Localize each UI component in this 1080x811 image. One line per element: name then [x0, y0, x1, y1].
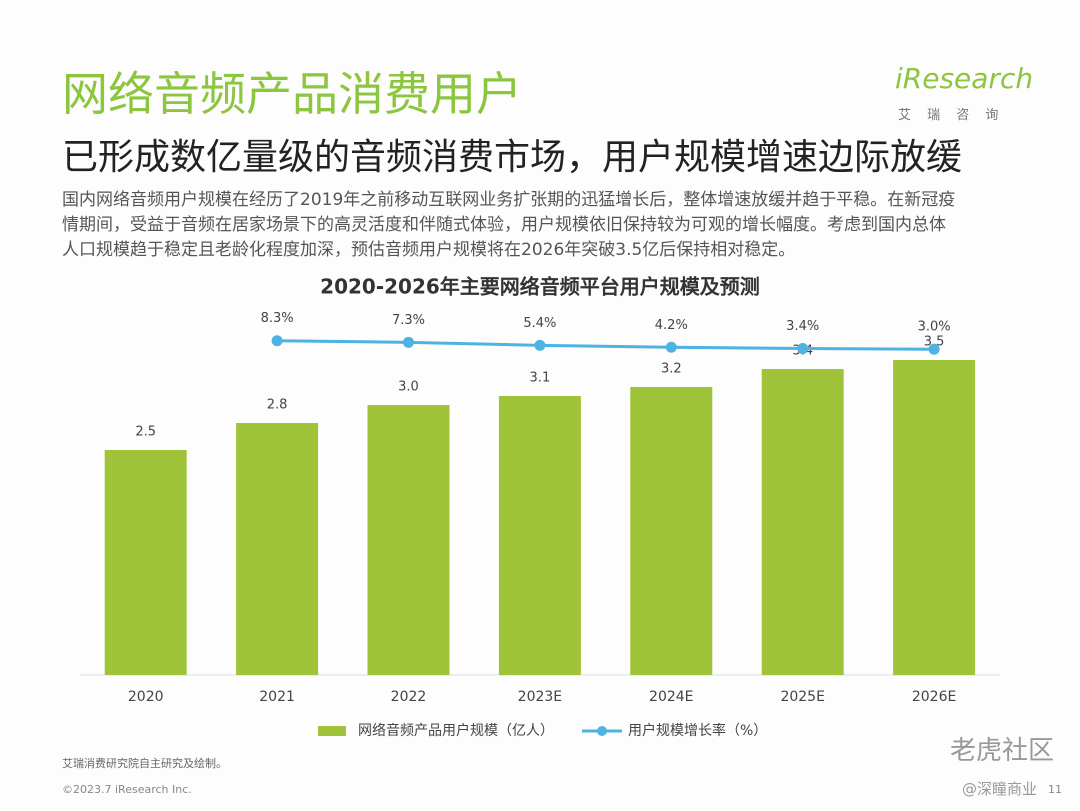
bar [104, 450, 187, 675]
data-label: 3.2 [661, 362, 682, 377]
paragraph-line: 情期间，受益于音频在居家场景下的高灵活度和伴随式体验，用户规模依旧保持较为可观的… [62, 215, 946, 235]
legend-swatch [597, 726, 607, 736]
data-label: 3.4% [786, 319, 819, 334]
paragraph: 国内网络音频用户规模在经历了2019年之前移动互联网业务扩张期的迅猛增长后，整体… [62, 188, 955, 263]
bar [498, 396, 581, 675]
data-label: 2.8 [267, 398, 288, 413]
x-tick-label: 2022 [391, 689, 427, 705]
bar [630, 387, 713, 675]
growth-point [928, 343, 940, 355]
data-label: 7.3% [392, 313, 425, 328]
page-number: 11 [1048, 783, 1062, 796]
subtitle: 已形成数亿量级的音频消费市场，用户规模增速边际放缓 [62, 137, 963, 178]
x-tick-label: 2026E [912, 689, 956, 705]
growth-point [665, 341, 677, 353]
growth-point [797, 343, 809, 355]
data-label: 3.0% [918, 320, 951, 335]
growth-point [403, 336, 414, 348]
title: 网络音频产品消费用户 [62, 67, 522, 121]
x-tick-label: 2021 [259, 689, 295, 705]
bar [236, 423, 319, 675]
chart-title: 2020-2026年主要网络音频平台用户规模及预测 [320, 275, 760, 299]
paragraph-line: 国内网络音频用户规模在经历了2019年之前移动互联网业务扩张期的迅猛增长后，整体… [62, 190, 956, 210]
x-tick-label: 2025E [780, 689, 824, 705]
data-label: 4.2% [655, 318, 688, 333]
source: 艾瑞消费研究院自主研究及绘制。 [62, 757, 227, 770]
x-tick-label: 2023E [518, 689, 562, 705]
data-label: 3.0 [398, 380, 419, 395]
paragraph-line: 人口规模趋于稳定且老龄化程度加深，预估音频用户规模将在2026年突破3.5亿后保… [62, 240, 796, 260]
data-label: 5.4% [523, 316, 556, 331]
legend-label: 用户规模增长率（%） [628, 722, 767, 739]
data-label: 8.3% [261, 311, 294, 326]
legend-swatch [318, 726, 346, 736]
watermark: @深瞳商业 [962, 780, 1038, 798]
bar [893, 360, 976, 675]
bar [761, 369, 844, 675]
x-tick-label: 2024E [649, 689, 693, 705]
bar [367, 405, 450, 675]
growth-line [277, 339, 935, 351]
legend-label: 网络音频产品用户规模（亿人） [358, 722, 554, 739]
watermark: 老虎社区 [950, 736, 1055, 766]
copyright: ©2023.7 iResearch Inc. [62, 783, 192, 796]
growth-point [534, 339, 546, 351]
data-label: 3.1 [530, 371, 551, 386]
data-label: 2.5 [135, 425, 156, 440]
logo: iResearch [895, 62, 1034, 95]
x-tick-label: 2020 [128, 689, 164, 705]
data-label: 3.5 [924, 335, 945, 350]
growth-point [271, 335, 283, 347]
logo-sub: 艾 瑞 咨 询 [898, 108, 1005, 123]
